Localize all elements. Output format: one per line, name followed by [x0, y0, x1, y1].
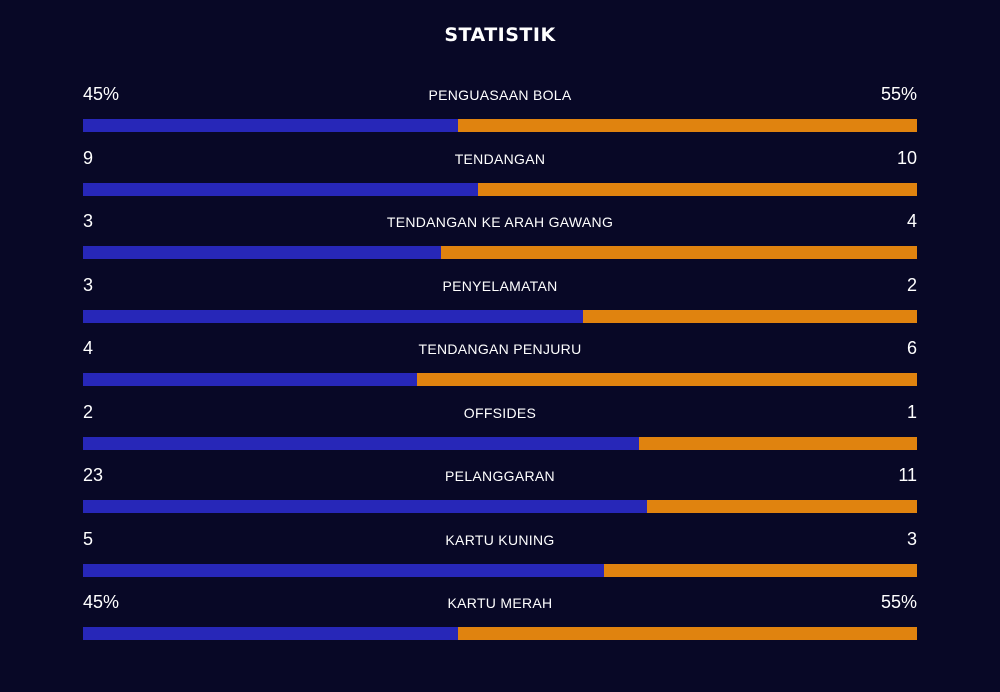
stat-label: KARTU KUNING — [445, 531, 555, 548]
stat-label: TENDANGAN PENJURU — [418, 341, 582, 357]
away-bar-segment — [458, 627, 917, 640]
stat-row-fouls: 23 PELANGGARAN 11 — [83, 459, 917, 523]
comparison-bar — [83, 309, 917, 323]
away-bar-segment — [604, 563, 917, 577]
home-bar-segment — [83, 246, 441, 259]
away-bar-segment — [458, 119, 917, 132]
stat-row-yellow-cards: 5 KARTU KUNING 3 — [83, 523, 917, 587]
stat-row-possession: 45% PENGUASAAN BOLA 55% — [83, 78, 917, 142]
stat-label: TENDANGAN — [454, 150, 546, 167]
home-bar-segment — [83, 182, 479, 196]
stat-label: KARTU MERAH — [447, 595, 553, 611]
home-value: 23 — [83, 465, 104, 485]
stat-row-saves: 3 PENYELAMATAN 2 — [83, 269, 917, 333]
away-value: 6 — [906, 338, 917, 358]
home-bar-segment — [83, 309, 584, 323]
comparison-bar — [83, 373, 917, 386]
home-value: 3 — [83, 274, 94, 295]
home-value: 45% — [83, 84, 120, 104]
away-bar-segment — [639, 436, 917, 450]
home-bar-segment — [83, 563, 605, 577]
away-value: 4 — [906, 211, 917, 231]
home-bar-segment — [83, 373, 417, 386]
away-value: 55% — [880, 592, 917, 612]
away-bar-segment — [478, 182, 917, 196]
home-value: 3 — [83, 211, 94, 231]
statistics-title: STATISTIK — [444, 24, 556, 46]
home-bar-segment — [83, 500, 647, 513]
away-bar-segment — [440, 246, 917, 259]
comparison-bar — [83, 563, 917, 577]
home-value: 4 — [83, 338, 94, 358]
stat-row-shots: 9 TENDANGAN 10 — [83, 142, 917, 206]
comparison-bar — [83, 436, 917, 450]
home-bar-segment — [83, 627, 459, 640]
away-value: 10 — [896, 147, 917, 168]
stat-row-red-cards: 45% KARTU MERAH 55% — [83, 586, 917, 650]
comparison-bar — [83, 627, 917, 640]
comparison-bar — [83, 246, 917, 259]
away-bar-segment — [646, 500, 917, 513]
stat-label: OFFSIDES — [463, 404, 537, 421]
home-value: 2 — [83, 401, 94, 422]
away-value: 3 — [906, 528, 917, 549]
stat-label: TENDANGAN KE ARAH GAWANG — [386, 214, 614, 230]
stat-label: PENGUASAAN BOLA — [428, 87, 572, 103]
stat-label: PELANGGARAN — [445, 468, 555, 484]
home-value: 5 — [83, 528, 94, 549]
home-value: 45% — [83, 592, 120, 612]
away-value: 2 — [906, 274, 917, 295]
away-value: 55% — [880, 84, 917, 104]
comparison-bar — [83, 119, 917, 132]
away-bar-segment — [416, 373, 917, 386]
comparison-bar — [83, 500, 917, 513]
away-value: 11 — [898, 465, 917, 485]
away-bar-segment — [583, 309, 917, 323]
stat-row-offsides: 2 OFFSIDES 1 — [83, 396, 917, 460]
statistics-list: 45% PENGUASAAN BOLA 55% 9 TENDANGAN 10 3… — [83, 78, 917, 650]
stat-label: PENYELAMATAN — [442, 277, 558, 294]
comparison-bar — [83, 182, 917, 196]
home-value: 9 — [83, 147, 94, 168]
home-bar-segment — [83, 436, 640, 450]
stat-row-shots-on-target: 3 TENDANGAN KE ARAH GAWANG 4 — [83, 205, 917, 269]
home-bar-segment — [83, 119, 459, 132]
stat-row-corners: 4 TENDANGAN PENJURU 6 — [83, 332, 917, 396]
away-value: 1 — [906, 401, 917, 422]
